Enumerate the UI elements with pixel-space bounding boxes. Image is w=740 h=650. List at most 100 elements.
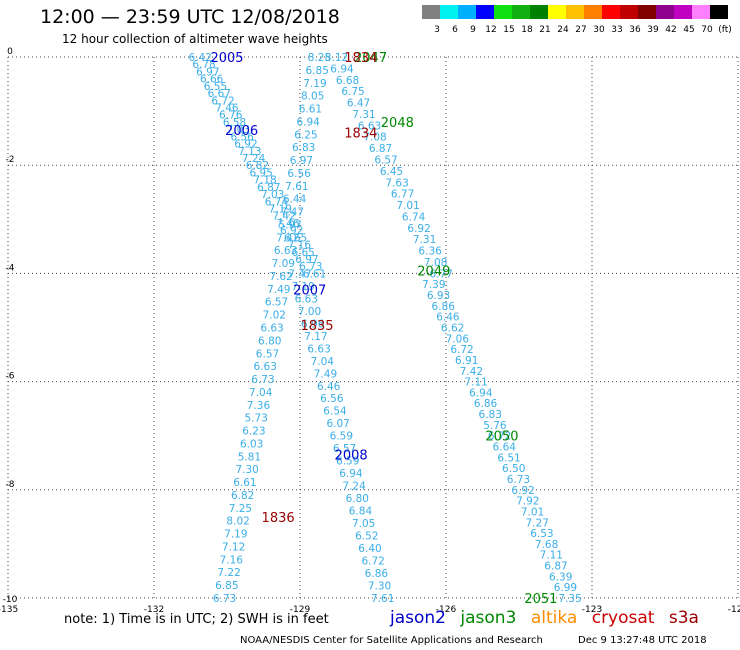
wave-height-value: 6.73 [299, 261, 322, 273]
wave-height-value: 6.76 [219, 110, 243, 122]
wave-height-value: 6.95 [250, 167, 273, 179]
color-scale-tick: 15 [503, 25, 514, 35]
color-swatch [656, 5, 674, 19]
wave-height-value: 7.92 [516, 496, 539, 508]
wave-height-value: 6.94 [296, 116, 320, 128]
color-swatch [440, 5, 458, 19]
track-number-label: 2005 [210, 51, 243, 66]
wave-height-value: 7.18 [253, 175, 276, 187]
wave-height-value: 6.63 [260, 323, 283, 335]
wave-height-value: 6.45 [380, 166, 403, 178]
wave-height-value: 6.72 [488, 431, 511, 443]
color-swatch [638, 5, 656, 19]
wave-height-value: 7.24 [342, 481, 366, 493]
wave-height-value: 7.30 [368, 581, 391, 593]
track-number-label: 1834 [344, 51, 377, 66]
wave-height-value: 7.04 [249, 387, 273, 399]
chart-title: 12:00 — 23:59 UTC 12/08/2018 [40, 6, 340, 28]
wave-height-value: 6.51 [497, 452, 520, 464]
wave-height-value: 6.82 [231, 490, 254, 502]
wave-height-value: 7.22 [217, 567, 240, 579]
wave-height-value: 7.05 [352, 518, 375, 530]
color-scale-tick: (ft) [718, 25, 732, 35]
wave-height-value: 6.73 [213, 593, 236, 605]
wave-height-value: 6.07 [326, 418, 349, 430]
wave-height-value: 7.61 [371, 593, 394, 605]
wave-height-value: 6.57 [333, 443, 356, 455]
wave-height-value: 7.08 [424, 257, 447, 269]
wave-height-value: 7.49 [314, 368, 337, 380]
wave-height-value: 7.01 [396, 200, 419, 212]
wave-height-value: 6.57 [374, 155, 397, 167]
wave-height-value: 7.16 [288, 240, 312, 252]
wave-height-value: 6.63 [295, 293, 318, 305]
wave-height-value: 6.44 [283, 194, 307, 206]
mission-legend: jason2 jason3 altika cryosat s3a [390, 608, 708, 628]
color-scale-tick: 3 [434, 25, 440, 35]
y-tick-label: -6 [6, 372, 15, 382]
color-scale-tick: 70 [701, 25, 713, 35]
wave-height-value: 6.87 [544, 561, 567, 573]
color-scale-tick: 6 [452, 25, 458, 35]
wave-height-value: 6.57 [265, 297, 288, 309]
wave-height-value: 6.74 [265, 196, 289, 208]
wave-height-value: 7.46 [276, 218, 300, 230]
wave-height-value: 7.09 [272, 258, 295, 270]
color-scale-tick: 45 [683, 25, 694, 35]
wave-height-value: 6.61 [299, 104, 322, 116]
y-tick-label: -10 [3, 595, 18, 605]
wave-height-value: 7.63 [385, 177, 408, 189]
wave-height-value: 6.66 [200, 74, 224, 86]
wave-height-value: 6.63 [254, 361, 277, 373]
wave-height-value: 6.55 [204, 81, 227, 93]
wave-height-value: 5.97 [278, 219, 301, 231]
track-number-label: 2050 [485, 430, 518, 445]
x-tick-label: -135 [0, 605, 18, 615]
wave-height-value: 6.42 [189, 52, 212, 64]
track-number-label: 2051 [524, 592, 557, 607]
wave-height-value: 7.31 [413, 234, 436, 246]
wave-height-value: 6.77 [429, 268, 452, 280]
color-swatch [548, 5, 566, 19]
color-scale-tick: 39 [647, 25, 659, 35]
color-swatch [710, 5, 728, 19]
wave-height-value: 6.86 [365, 568, 389, 580]
wave-height-value: 6.80 [258, 335, 281, 347]
wave-height-value: 7.61 [285, 181, 308, 193]
wave-height-value: 6.53 [530, 528, 553, 540]
wave-height-value: 6.54 [323, 406, 347, 418]
wave-height-value: 7.24 [242, 153, 266, 165]
wave-height-value: 7.35 [558, 593, 581, 605]
color-swatch [692, 5, 710, 19]
legend-jason3: jason3 [460, 608, 517, 628]
y-tick-label: 0 [7, 47, 13, 57]
wave-height-value: 6.78 [192, 59, 215, 71]
wave-height-value: 7.19 [291, 281, 314, 293]
wave-height-value: 6.77 [391, 189, 414, 201]
x-tick-label: -120 [728, 605, 740, 615]
wave-height-value: 6.63 [358, 120, 381, 132]
color-swatch [584, 5, 602, 19]
wave-height-value: 5.76 [483, 420, 507, 432]
wave-height-value: 6.96 [301, 318, 325, 330]
wave-height-value: 7.19 [269, 203, 292, 215]
wave-height-value: 7.47 [281, 207, 304, 219]
wave-height-value: 6.39 [549, 571, 572, 583]
wave-height-value: 6.94 [339, 468, 363, 480]
wave-height-value: 6.85 [306, 65, 329, 77]
wave-height-value: 6.56 [320, 393, 344, 405]
wave-height-value: 7.06 [446, 333, 470, 345]
wave-height-value: 6.59 [336, 456, 359, 468]
wave-height-value: 6.97 [290, 155, 313, 167]
wave-height-value: 7.30 [235, 464, 258, 476]
color-scale-tick: 36 [629, 25, 641, 35]
wave-height-value: 6.97 [295, 254, 318, 266]
wave-height-value: 6.86 [474, 398, 498, 410]
track-number-label: 2008 [335, 449, 368, 464]
wave-height-value: 6.92 [280, 225, 303, 237]
wave-height-value: 6.64 [493, 442, 517, 454]
color-scale-tick: 18 [521, 25, 533, 35]
track-number-label: 1836 [262, 511, 295, 526]
y-tick-label: -4 [6, 263, 15, 273]
